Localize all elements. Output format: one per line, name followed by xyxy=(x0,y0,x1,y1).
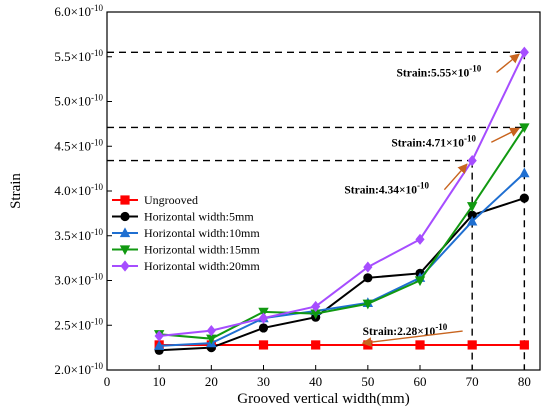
data-point xyxy=(519,123,530,134)
x-tick-label: 30 xyxy=(257,374,270,389)
data-point xyxy=(258,312,269,324)
series-layer xyxy=(153,46,530,355)
annotations: Strain:5.55×10-10 Strain:4.71×10-10 Strain… xyxy=(344,53,521,347)
data-point xyxy=(415,340,425,350)
data-point xyxy=(519,193,529,203)
legend-marker xyxy=(120,211,130,222)
data-point xyxy=(258,340,269,350)
y-tick-label: 5.0×10-10 xyxy=(54,93,103,109)
annotation-label: Strain:4.71×10-10 xyxy=(391,133,476,149)
legend-label: Ungrooved xyxy=(144,193,198,207)
data-point xyxy=(363,261,373,273)
data-point xyxy=(467,154,477,167)
series-line xyxy=(159,197,525,352)
legend-entry: Horizontal width:10mm xyxy=(112,226,260,240)
x-tick-label: 10 xyxy=(153,374,166,389)
series-3 xyxy=(153,123,530,345)
x-tick-label: 70 xyxy=(466,374,479,389)
y-tick-label: 6.0×10-10 xyxy=(54,3,103,19)
data-point xyxy=(258,323,269,333)
annotation-arrow xyxy=(496,53,520,73)
legend-entry: Horizontal width:20mm xyxy=(112,259,260,273)
data-point xyxy=(362,299,374,310)
reference-lines xyxy=(107,51,526,370)
series-line xyxy=(159,172,526,347)
legend-label: Horizontal width:5mm xyxy=(144,210,254,224)
data-point xyxy=(311,300,321,313)
series-line xyxy=(159,126,526,340)
data-point xyxy=(206,325,216,337)
annotation-arrow xyxy=(361,330,463,347)
legend-entry: Horizontal width:5mm xyxy=(112,210,254,224)
y-tick-label: 2.0×10-10 xyxy=(54,361,103,377)
legend-marker xyxy=(119,245,131,256)
legend-marker xyxy=(120,195,130,205)
annotation-arrow xyxy=(491,127,521,143)
annotation-label: Strain:4.34×10-10 xyxy=(344,181,429,197)
y-tick-label: 4.0×10-10 xyxy=(54,182,103,198)
y-tick-label: 3.0×10-10 xyxy=(54,272,103,288)
legend-label: Horizontal width:20mm xyxy=(144,259,260,273)
x-tick-label: 50 xyxy=(361,374,374,389)
data-point xyxy=(466,202,478,212)
y-tick-label: 2.5×10-10 xyxy=(54,316,103,332)
x-axis-title: Grooved vertical width(mm) xyxy=(237,391,409,407)
data-point xyxy=(153,340,165,350)
data-point xyxy=(414,276,426,287)
legend-entry: Ungrooved xyxy=(112,193,198,207)
data-point xyxy=(363,273,373,283)
legend-marker xyxy=(119,227,131,238)
annotation-label: Strain:2.28×10-10 xyxy=(363,322,448,338)
annotation-arrow xyxy=(443,163,468,191)
x-tick-label: 40 xyxy=(309,374,322,389)
legend-label: Horizontal width:10mm xyxy=(144,226,260,240)
data-point xyxy=(519,167,530,178)
x-tick-label: 60 xyxy=(414,374,427,389)
annotation-label: Strain:5.55×10-10 xyxy=(397,63,482,79)
legend-marker xyxy=(120,260,130,272)
legend: Ungrooved Horizontal width:5mm Horizontal … xyxy=(112,193,260,273)
y-tick-label: 3.5×10-10 xyxy=(54,227,103,243)
data-point xyxy=(519,340,529,350)
data-point xyxy=(310,309,321,320)
data-point xyxy=(415,233,425,245)
y-tick-label: 4.5×10-10 xyxy=(54,137,103,153)
data-point xyxy=(466,215,478,226)
data-point xyxy=(206,334,217,345)
y-axis-title: Strain xyxy=(8,173,24,209)
data-point xyxy=(311,340,321,350)
x-tick-label: 0 xyxy=(104,374,111,389)
y-tick-label: 5.5×10-10 xyxy=(54,48,103,64)
data-point xyxy=(467,210,477,220)
x-tick-label: 80 xyxy=(518,374,531,389)
axes: 0 10 20 30 40 50 60 70 80 2.0×10-10 2.5×10-10 3.0×1… xyxy=(54,3,541,389)
legend-label: Horizontal width:15mm xyxy=(144,243,260,257)
data-point xyxy=(154,330,164,342)
data-point xyxy=(519,46,529,58)
data-point xyxy=(467,340,477,350)
x-tick-label: 20 xyxy=(205,374,218,389)
legend-entry: Horizontal width:15mm xyxy=(112,243,260,257)
